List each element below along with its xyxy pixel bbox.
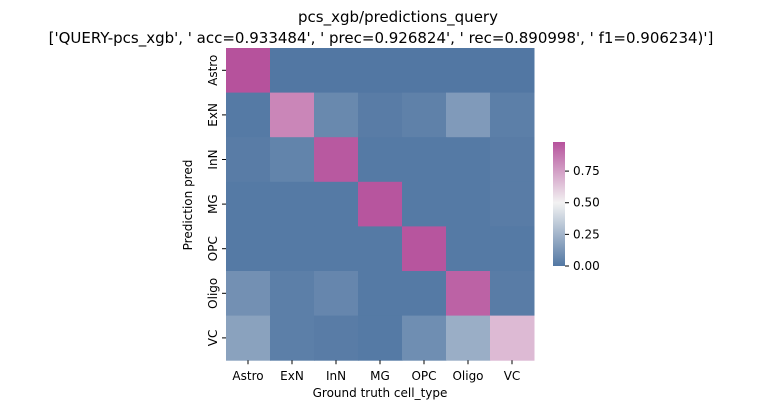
heatmap-cell: [270, 137, 315, 183]
heatmap-cell: [270, 271, 315, 317]
colorbar-tick-label: 0.50: [573, 196, 600, 210]
heatmap-cell: [358, 315, 403, 361]
heatmap-cell: [314, 226, 359, 272]
heatmap-cell: [402, 271, 447, 317]
heatmap-cell: [446, 315, 491, 361]
heatmap-cell: [270, 315, 315, 361]
x-tick-label: Astro: [232, 369, 263, 383]
heatmap-cell: [314, 181, 359, 227]
heatmap-cell: [446, 92, 491, 138]
heatmap-cell: [314, 92, 359, 138]
heatmap-cell: [314, 271, 359, 317]
heatmap-cell: [314, 315, 359, 361]
heatmap-cell: [490, 226, 535, 272]
heatmap-cell: [446, 226, 491, 272]
y-tick-label: Astro: [206, 55, 220, 86]
heatmap-cell: [226, 92, 271, 138]
chart-subtitle: ['QUERY-pcs_xgb', ' acc=0.933484', ' pre…: [49, 29, 714, 48]
y-tick-label: InN: [206, 149, 220, 169]
x-tick-label: MG: [370, 369, 390, 383]
heatmap-cell: [402, 92, 447, 138]
y-tick-label: ExN: [206, 103, 220, 127]
heatmap-cell: [490, 271, 535, 317]
colorbar: [553, 142, 565, 266]
heatmap-cell: [402, 181, 447, 227]
y-tick-label: Oligo: [206, 278, 220, 309]
heatmap-cell: [226, 315, 271, 361]
heatmap-cell: [358, 48, 403, 94]
x-tick-label: OPC: [411, 369, 436, 383]
heatmap-cell: [270, 92, 315, 138]
heatmap-cell: [490, 315, 535, 361]
x-tick-labels: Astro ExN InN MG OPC Oligo VC: [232, 360, 520, 383]
heatmap-cell: [402, 315, 447, 361]
heatmap-cells: [226, 48, 535, 361]
x-tick-label: ExN: [280, 369, 304, 383]
heatmap-cell: [490, 181, 535, 227]
heatmap-cell: [358, 137, 403, 183]
x-tick-label: VC: [504, 369, 521, 383]
heatmap-cell: [490, 137, 535, 183]
y-axis-label: Prediction pred: [181, 160, 195, 251]
heatmap-cell: [446, 137, 491, 183]
heatmap-cell: [490, 92, 535, 138]
heatmap-cell: [446, 271, 491, 317]
y-tick-labels: Astro ExN InN MG OPC Oligo VC: [206, 55, 226, 346]
heatmap-cell: [314, 48, 359, 94]
colorbar-tick-label: 0.75: [573, 164, 600, 178]
heatmap-cell: [446, 181, 491, 227]
x-tick-label: Oligo: [452, 369, 483, 383]
heatmap-cell: [358, 226, 403, 272]
heatmap-cell: [446, 48, 491, 94]
heatmap-cell: [314, 137, 359, 183]
heatmap-cell: [270, 181, 315, 227]
heatmap-cell: [358, 92, 403, 138]
heatmap-cell: [226, 226, 271, 272]
heatmap-cell: [270, 226, 315, 272]
heatmap-cell: [226, 271, 271, 317]
colorbar-tick-label: 0.00: [573, 259, 600, 273]
heatmap-cell: [402, 226, 447, 272]
heatmap-cell: [270, 48, 315, 94]
heatmap-cell: [402, 137, 447, 183]
colorbar-tick-label: 0.25: [573, 227, 600, 241]
heatmap-cell: [226, 181, 271, 227]
heatmap-cell: [358, 181, 403, 227]
y-tick-label: VC: [206, 330, 220, 347]
heatmap-cell: [358, 271, 403, 317]
heatmap-cell: [402, 48, 447, 94]
y-tick-label: OPC: [206, 236, 220, 261]
heatmap-cell: [226, 137, 271, 183]
x-tick-label: InN: [326, 369, 346, 383]
x-axis-label: Ground truth cell_type: [313, 386, 448, 400]
y-tick-label: MG: [206, 194, 220, 214]
heatmap-cell: [226, 48, 271, 94]
colorbar-ticks: 0.00 0.25 0.50 0.75: [565, 164, 600, 273]
chart-title: pcs_xgb/predictions_query: [298, 8, 498, 27]
heatmap-cell: [490, 48, 535, 94]
